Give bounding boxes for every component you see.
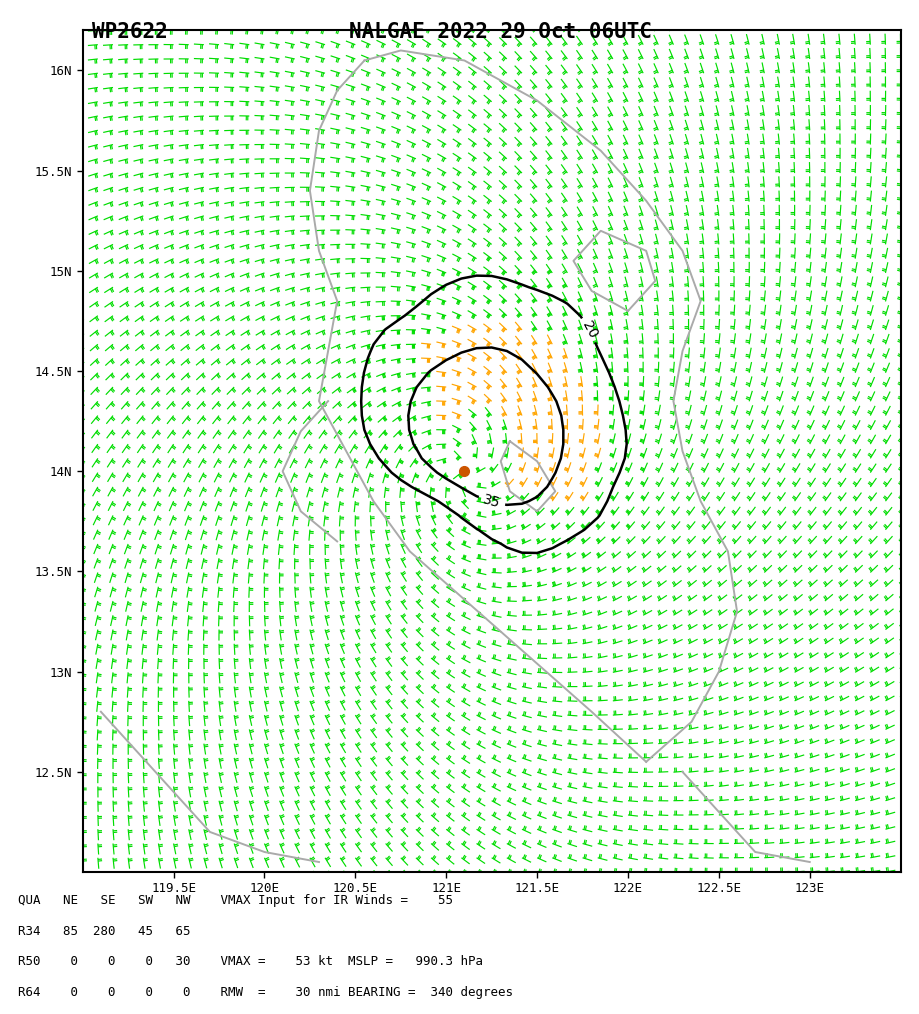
Text: 35: 35 — [482, 493, 502, 511]
Text: R34   85  280   45   65: R34 85 280 45 65 — [18, 925, 191, 938]
Text: R64    0    0    0    0    RMW  =    30 nmi BEARING =  340 degrees: R64 0 0 0 0 RMW = 30 nmi BEARING = 340 d… — [18, 986, 514, 999]
Text: NALGAE 2022 29 Oct 06UTC: NALGAE 2022 29 Oct 06UTC — [349, 22, 652, 43]
Text: WP2622: WP2622 — [92, 22, 167, 43]
Text: 20: 20 — [579, 319, 600, 341]
Text: R50    0    0    0   30    VMAX =    53 kt  MSLP =   990.3 hPa: R50 0 0 0 30 VMAX = 53 kt MSLP = 990.3 h… — [18, 955, 483, 968]
Text: QUA   NE   SE   SW   NW    VMAX Input for IR Winds =    55: QUA NE SE SW NW VMAX Input for IR Winds … — [18, 894, 453, 908]
